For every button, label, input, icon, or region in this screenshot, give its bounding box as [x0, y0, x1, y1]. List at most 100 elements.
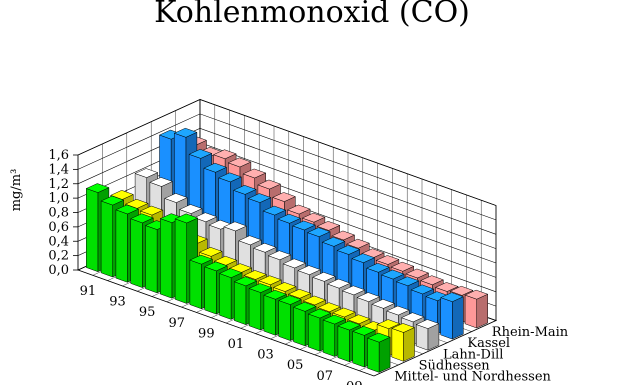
- bar-front: [219, 273, 232, 320]
- bar-top: [100, 195, 125, 206]
- x-tick-label: 07: [316, 369, 333, 384]
- bar-top: [227, 157, 252, 168]
- bar-top: [405, 268, 430, 279]
- bar-top: [302, 295, 327, 306]
- bar-top: [371, 299, 396, 309]
- x-tick-label: 93: [109, 295, 126, 310]
- bar-top: [263, 289, 288, 300]
- bar-top: [316, 221, 341, 231]
- bar-front: [130, 218, 143, 288]
- bars: [85, 127, 489, 373]
- y-tick-label: 1,0: [48, 191, 69, 206]
- bar: [415, 319, 440, 351]
- bar-front: [145, 225, 158, 294]
- bar-top: [223, 221, 248, 232]
- bar-front: [160, 218, 173, 299]
- bar-top: [317, 302, 342, 313]
- y-tick-label: 0,0: [48, 263, 69, 278]
- bar-top: [306, 227, 331, 237]
- series-label: Lahn-Dill: [443, 347, 503, 362]
- bar-top: [292, 301, 317, 312]
- bar-top: [178, 204, 203, 214]
- bar-front: [367, 337, 380, 373]
- bar-top: [380, 269, 405, 280]
- y-tick-label: 0,6: [48, 220, 69, 235]
- bar-top: [130, 213, 154, 224]
- bar-top: [257, 179, 282, 190]
- axis-labels: 0,00,20,40,60,81,01,21,41,6 91 93 95 97 99 01 0…: [48, 148, 569, 390]
- bar-top: [346, 238, 370, 249]
- bar-top: [164, 193, 188, 203]
- bar-front: [391, 328, 404, 362]
- bar-front: [115, 209, 128, 283]
- bar-front: [278, 300, 291, 341]
- bar-top: [400, 312, 425, 323]
- series-label: Mittel- und Nordhessen: [394, 369, 551, 384]
- bar-side: [452, 296, 464, 340]
- y-axis-label: mg/m³: [9, 169, 24, 212]
- bar-front: [204, 266, 217, 315]
- y-tick-label: 0,2: [48, 249, 69, 264]
- bar-top: [287, 288, 312, 299]
- bar-top: [272, 282, 297, 292]
- bar: [391, 323, 416, 362]
- y-tick-label: 1,2: [48, 177, 69, 192]
- bar-top: [331, 230, 356, 241]
- bar-front: [322, 319, 335, 357]
- bar-top: [232, 185, 257, 195]
- bar-top: [149, 177, 174, 187]
- x-tick-label: 05: [287, 358, 304, 373]
- series-label: Rhein-Main: [492, 325, 569, 340]
- series-label: Südhessen: [419, 358, 491, 373]
- bar-top: [262, 205, 287, 216]
- bar-top: [204, 261, 228, 272]
- bar-side: [476, 293, 488, 329]
- bar-top: [252, 242, 277, 253]
- bar-top: [321, 236, 346, 247]
- y-tick-label: 0,4: [48, 234, 69, 249]
- bar-top: [272, 192, 296, 202]
- bar-front: [248, 288, 261, 331]
- bar-top: [139, 205, 164, 216]
- bar-top: [351, 253, 376, 263]
- bar-top: [346, 314, 371, 325]
- bar-front: [352, 330, 365, 368]
- bar-top: [356, 292, 381, 302]
- bar-top: [464, 289, 489, 300]
- bar: [440, 292, 464, 340]
- bar-top: [410, 284, 435, 295]
- bar-top: [395, 276, 420, 287]
- bar-top: [248, 283, 273, 293]
- bar-top: [85, 183, 110, 193]
- x-tick-label: 01: [228, 337, 245, 352]
- bar-front: [293, 306, 306, 347]
- bar-top: [189, 254, 214, 265]
- bar-top: [238, 235, 262, 246]
- bar-top: [297, 265, 322, 275]
- x-tick-label: 99: [198, 326, 215, 341]
- x-tick-label: 03: [257, 348, 274, 363]
- bar-top: [341, 285, 366, 296]
- bar-top: [312, 272, 336, 282]
- bar-top: [173, 127, 198, 138]
- bar-top: [366, 262, 390, 273]
- bar-front: [174, 218, 187, 304]
- bar-top: [337, 320, 362, 331]
- bar-top: [203, 162, 228, 173]
- bar-top: [307, 308, 332, 319]
- bar-top: [212, 149, 237, 160]
- bar-top: [243, 270, 268, 280]
- bar-top: [134, 168, 159, 178]
- bar-side: [378, 336, 391, 373]
- bar-top: [278, 295, 302, 305]
- series-label: Kassel: [467, 336, 510, 351]
- bar-top: [376, 319, 401, 329]
- bar-top: [352, 326, 376, 336]
- bar-top: [415, 319, 440, 329]
- bar-top: [336, 245, 361, 255]
- bar-top: [247, 193, 272, 203]
- bar-top: [286, 204, 311, 215]
- bar-front: [234, 281, 247, 326]
- bar-top: [449, 285, 474, 296]
